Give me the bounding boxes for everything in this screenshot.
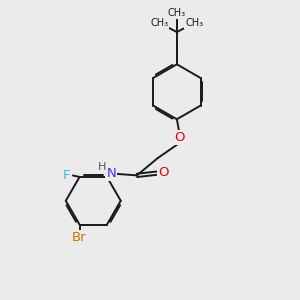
Text: CH₃: CH₃ bbox=[151, 18, 169, 28]
Text: F: F bbox=[63, 169, 71, 182]
Text: N: N bbox=[106, 167, 116, 180]
Text: H: H bbox=[98, 162, 106, 172]
Text: CH₃: CH₃ bbox=[185, 18, 203, 28]
Text: CH₃: CH₃ bbox=[168, 8, 186, 18]
Text: O: O bbox=[174, 131, 184, 144]
Text: O: O bbox=[158, 167, 169, 179]
Text: Br: Br bbox=[72, 231, 87, 244]
